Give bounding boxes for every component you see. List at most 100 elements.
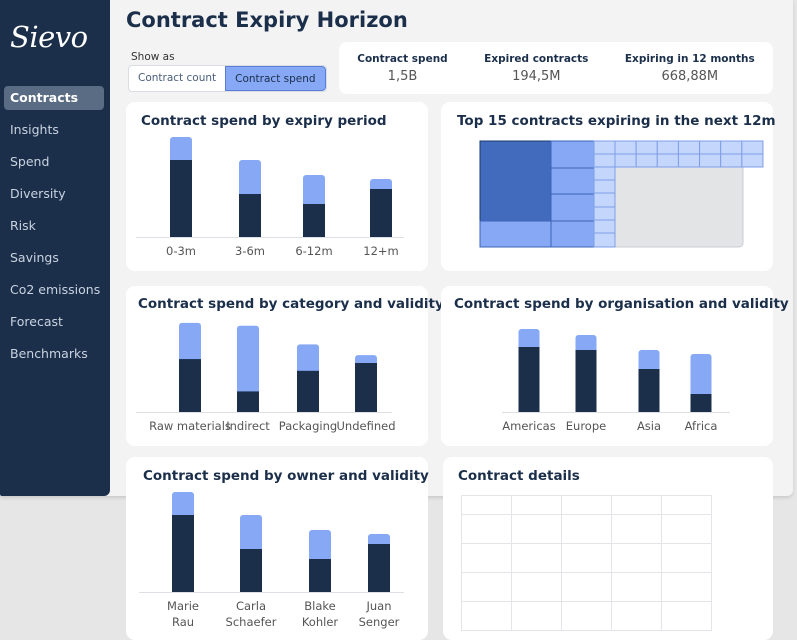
- treemap-tile-10[interactable]: [593, 179, 616, 194]
- treemap-tile-1[interactable]: [479, 140, 552, 222]
- bar-segment-valid[interactable]: [239, 194, 261, 237]
- sidebar-item-spend[interactable]: Spend: [10, 154, 50, 169]
- bar-group[interactable]: [179, 322, 201, 412]
- treemap-tile-15[interactable]: [741, 140, 764, 155]
- treemap-tile-4[interactable]: [550, 193, 595, 222]
- bar-segment-valid[interactable]: [638, 369, 660, 412]
- table-row[interactable]: [461, 543, 712, 573]
- bar-segment-valid[interactable]: [690, 394, 712, 412]
- treemap-tile-15[interactable]: [720, 153, 743, 168]
- bar-group[interactable]: [297, 344, 319, 412]
- treemap-tile-7[interactable]: [593, 140, 616, 155]
- bar-segment-other[interactable]: [172, 492, 194, 519]
- bar-group[interactable]: [172, 492, 194, 592]
- treemap-tile-15[interactable]: [635, 140, 658, 155]
- table-cell: [561, 601, 612, 631]
- bar-group[interactable]: [690, 354, 712, 412]
- bar-segment-other[interactable]: [240, 515, 262, 553]
- bar-group[interactable]: [303, 175, 325, 237]
- bar-group[interactable]: [237, 325, 259, 412]
- bar-segment-other[interactable]: [690, 354, 712, 398]
- x-tick-label: Africa: [685, 419, 718, 433]
- bar-segment-other[interactable]: [170, 137, 192, 164]
- category-validity-card[interactable]: Contract spend by category and validity …: [126, 286, 444, 446]
- bar-group[interactable]: [355, 355, 377, 412]
- treemap-tile-15[interactable]: [720, 140, 743, 155]
- contract-details-card[interactable]: Contract details: [443, 457, 773, 640]
- bar-segment-other[interactable]: [638, 350, 660, 373]
- bar-group[interactable]: [239, 160, 261, 237]
- contract-spend-button[interactable]: Contract spend: [225, 66, 326, 91]
- treemap-tile-3[interactable]: [550, 167, 595, 195]
- contract-count-button[interactable]: Contract count: [138, 72, 217, 84]
- treemap-tile-15[interactable]: [677, 153, 701, 168]
- treemap-tile-15[interactable]: [656, 140, 679, 155]
- treemap-tile-15[interactable]: [699, 140, 722, 155]
- treemap-tile-13[interactable]: [593, 219, 616, 234]
- treemap-tile-8[interactable]: [593, 153, 616, 168]
- treemap-tile-15[interactable]: [741, 153, 764, 168]
- sidebar-item-insights[interactable]: Insights: [10, 122, 59, 137]
- table-cell: [661, 495, 712, 515]
- bar-segment-valid[interactable]: [170, 160, 192, 237]
- sidebar-item-diversity[interactable]: Diversity: [10, 186, 66, 201]
- treemap-tile-11[interactable]: [593, 192, 616, 208]
- sidebar-item-benchmarks[interactable]: Benchmarks: [10, 346, 88, 361]
- treemap-tile-14[interactable]: [593, 232, 616, 248]
- bar-segment-valid[interactable]: [237, 391, 259, 412]
- table-row[interactable]: [461, 572, 712, 602]
- treemap-tile-6[interactable]: [550, 220, 595, 248]
- treemap-tile-9[interactable]: [593, 166, 616, 181]
- bar-segment-other[interactable]: [309, 530, 331, 563]
- sidebar-item-contracts[interactable]: Contracts: [4, 86, 104, 110]
- bar-segment-valid[interactable]: [240, 549, 262, 592]
- sidebar-item-savings[interactable]: Savings: [10, 250, 59, 265]
- bar-group[interactable]: [240, 515, 262, 592]
- treemap-tile-12[interactable]: [593, 206, 616, 221]
- bar-group[interactable]: [309, 530, 331, 592]
- bar-segment-valid[interactable]: [309, 559, 331, 592]
- bar-group[interactable]: [370, 179, 392, 237]
- bar-segment-valid[interactable]: [518, 347, 540, 412]
- sidebar-item-risk[interactable]: Risk: [10, 218, 36, 233]
- bar-segment-valid[interactable]: [172, 515, 194, 592]
- treemap-tile-15[interactable]: [677, 140, 701, 155]
- bar-segment-valid[interactable]: [179, 359, 201, 412]
- bar-group[interactable]: [518, 329, 540, 412]
- bar-segment-valid[interactable]: [368, 544, 390, 592]
- organisation-validity-card[interactable]: Contract spend by organisation and valid…: [441, 286, 789, 446]
- expiry-period-card[interactable]: Contract spend by expiry period 0-3m 3-6m…: [126, 102, 428, 271]
- table-row[interactable]: [461, 514, 712, 544]
- table-row[interactable]: [461, 495, 712, 515]
- treemap-tile-15[interactable]: [656, 153, 679, 168]
- sidebar-item-co2-emissions[interactable]: Co2 emissions: [10, 282, 101, 297]
- bar-segment-valid[interactable]: [303, 204, 325, 237]
- bar-segment-valid[interactable]: [575, 350, 597, 412]
- bar-segment-other[interactable]: [297, 344, 319, 375]
- top-15-contracts-card[interactable]: Top 15 contracts expiring in the next 12…: [441, 102, 776, 271]
- bar-segment-other[interactable]: [239, 160, 261, 198]
- bar-segment-valid[interactable]: [370, 189, 392, 237]
- treemap-tile-15[interactable]: [614, 153, 637, 168]
- bar-segment-other[interactable]: [575, 335, 597, 354]
- sidebar-item-forecast[interactable]: Forecast: [10, 314, 63, 329]
- bar-group[interactable]: [170, 137, 192, 237]
- bar-group[interactable]: [368, 534, 390, 592]
- bar-segment-other[interactable]: [303, 175, 325, 208]
- bar-segment-other[interactable]: [179, 322, 201, 364]
- bar-segment-other[interactable]: [518, 329, 540, 351]
- treemap-tile-15[interactable]: [614, 140, 637, 155]
- bar-segment-valid[interactable]: [297, 370, 319, 412]
- table-cell: [511, 514, 562, 544]
- table-row[interactable]: [461, 601, 712, 631]
- treemap-tile-5[interactable]: [479, 220, 552, 248]
- bar-segment-other[interactable]: [237, 325, 259, 396]
- treemap-tile-15[interactable]: [635, 153, 658, 168]
- bar-segment-valid[interactable]: [355, 363, 377, 412]
- owner-validity-card[interactable]: Contract spend by owner and validity Mar…: [126, 457, 429, 640]
- bar-group[interactable]: [575, 335, 597, 412]
- bar-group[interactable]: [638, 350, 660, 412]
- treemap-tile-2[interactable]: [550, 140, 595, 169]
- treemap-tile-15[interactable]: [699, 153, 722, 168]
